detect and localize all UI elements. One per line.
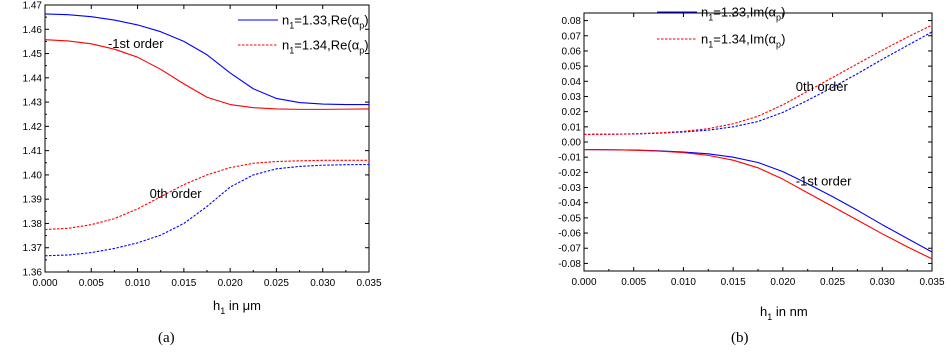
y-tick-label: 1.37 [23, 243, 43, 254]
legend-entry: n1=1.33,Re(αp) [282, 13, 369, 31]
series-line-3 [583, 31, 933, 135]
y-tick-label: 1.44 [23, 73, 43, 84]
x-tick-label: 0.010 [125, 278, 150, 289]
panel-a-chart: 1.36 1.37 1.38 1.39 1.40 1.41 1.42 1.43 1.44 1.45… [23, 1, 382, 347]
y-tick-label: 0.04 [562, 77, 582, 88]
y-tick-label: 0.05 [562, 62, 582, 73]
panel-b-chart: 0.08 0.07 0.06 0.05 0.04 0.03 0.02 0.01 0.00 -0.0… [558, 5, 945, 347]
y-tick-label: 1.36 [23, 268, 43, 279]
series-line-1 [583, 149, 933, 253]
x-tick-label: 0.030 [870, 277, 895, 288]
annotation-label: 0th order [796, 79, 849, 94]
x-tick-label: 0.035 [356, 278, 381, 289]
x-tick-label: 0.025 [264, 278, 289, 289]
y-tick-label: 0.06 [562, 46, 582, 57]
x-axis-label: h1 in μm [213, 298, 261, 316]
y-tick-label: 0.02 [562, 107, 582, 118]
series-line-4 [44, 159, 369, 231]
x-tick-label: 0.015 [171, 278, 196, 289]
legend-entry: n1=1.33,Im(αp) [701, 5, 785, 23]
y-tick-label: -0.05 [558, 213, 581, 224]
x-tick-label: 0.020 [770, 277, 795, 288]
y-tick-label: 1.43 [23, 98, 43, 109]
annotation-label: 0th order [150, 186, 203, 201]
y-tick-label: 1.46 [23, 25, 43, 36]
y-tick-label: -0.04 [558, 198, 581, 209]
x-tick-label: 0.000 [571, 277, 596, 288]
x-tick-label: 0.005 [79, 278, 104, 289]
panel-label: (a) [158, 330, 175, 346]
y-tick-label: -0.08 [558, 259, 581, 270]
y-tick-label: 0.07 [562, 31, 582, 42]
y-tick-label: 0.08 [562, 16, 582, 27]
y-tick-label: 1.38 [23, 219, 43, 230]
legend-entry: n1=1.34,Im(αp) [701, 32, 785, 50]
y-tick-label: 1.42 [23, 122, 43, 133]
y-tick-label: -0.02 [558, 168, 581, 179]
annotation-label: -1st order [796, 173, 852, 188]
series-line-2 [583, 149, 933, 260]
y-tick-label: -0.06 [558, 229, 581, 240]
x-tick-label: 0.000 [32, 278, 57, 289]
series-line-1 [44, 13, 369, 106]
y-tick-label: 1.39 [23, 195, 43, 206]
y-tick-label: -0.07 [558, 244, 581, 255]
x-axis-label: h1 in nm [760, 304, 808, 322]
x-tick-label: 0.005 [621, 277, 646, 288]
x-tick-label: 0.010 [671, 277, 696, 288]
y-tick-label: 1.45 [23, 49, 43, 60]
x-tick-label: 0.020 [218, 278, 243, 289]
series-line-4 [583, 24, 933, 135]
series-line-3 [44, 163, 370, 257]
x-tick-label: 0.030 [310, 278, 335, 289]
x-tick-label: 0.025 [820, 277, 845, 288]
y-tick-label: 1.41 [23, 146, 43, 157]
annotation-label: -1st order [108, 36, 164, 51]
x-tick-label: 0.035 [919, 277, 944, 288]
y-tick-label: 0.00 [562, 138, 582, 149]
y-tick-label: 1.47 [23, 1, 43, 12]
panel-label: (b) [731, 330, 749, 346]
y-tick-label: -0.03 [558, 183, 581, 194]
x-tick-label: 0.015 [721, 277, 746, 288]
legend-entry: n1=1.34,Re(αp) [282, 38, 369, 56]
series-line-2 [44, 39, 370, 110]
y-tick-label: -0.01 [558, 153, 581, 164]
y-tick-label: 1.40 [23, 170, 43, 181]
y-tick-label: 0.03 [562, 92, 582, 103]
y-tick-label: 0.01 [562, 122, 582, 133]
